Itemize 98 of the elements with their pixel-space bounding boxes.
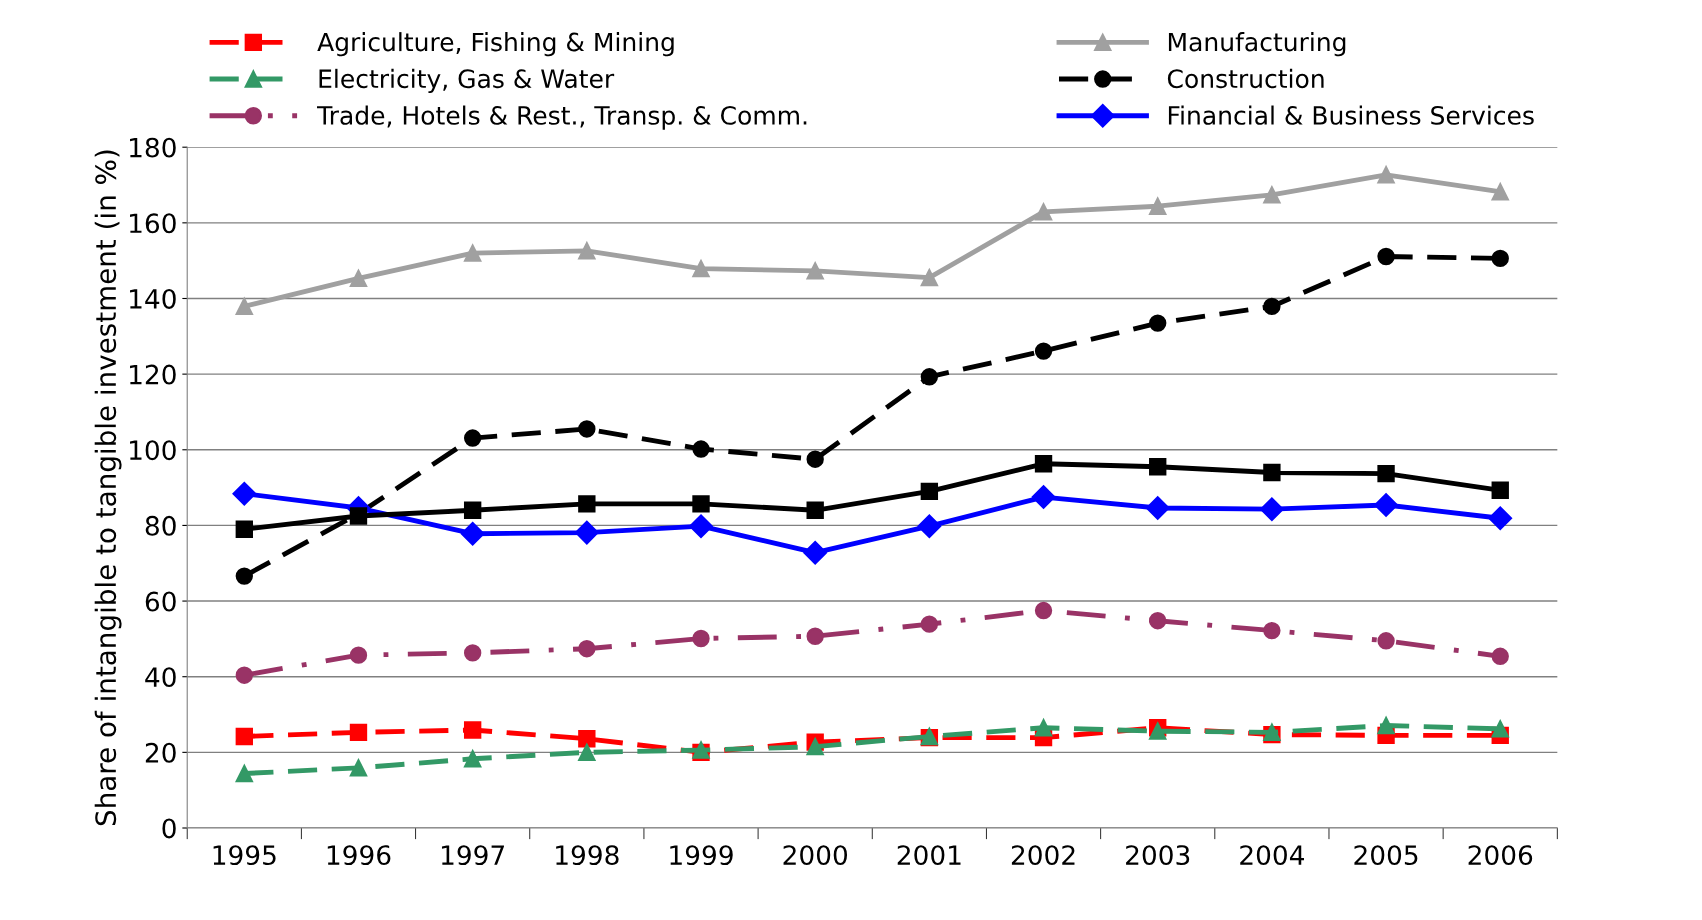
point: [578, 420, 596, 438]
point: [235, 666, 253, 684]
point: [232, 481, 257, 506]
legend-label: Financial & Business Services: [1168, 105, 1534, 125]
point: [460, 521, 485, 546]
y-tick-label: 140: [130, 288, 176, 309]
point: [1263, 186, 1281, 204]
point: [920, 368, 939, 386]
point: [803, 540, 828, 565]
point: [1377, 166, 1395, 184]
point: [692, 629, 710, 648]
point: [235, 764, 253, 783]
point: [349, 759, 368, 777]
point: [692, 440, 710, 458]
point: [578, 730, 596, 748]
point: [1034, 455, 1053, 473]
y-tick-label: 100: [130, 440, 176, 461]
point: [1031, 485, 1056, 509]
point: [1145, 496, 1170, 520]
x-tick-label: 2006: [1468, 845, 1533, 866]
point: [1034, 601, 1053, 620]
point: [1263, 621, 1281, 640]
point: [574, 520, 599, 545]
point: [463, 644, 482, 662]
x-tick-label: 1999: [670, 845, 733, 866]
point: [689, 514, 713, 539]
point: [463, 244, 482, 262]
legend-label: Trade, Hotels & Rest., Transp. & Comm.: [317, 105, 807, 130]
point: [463, 429, 482, 447]
point: [578, 640, 596, 658]
point: [692, 259, 710, 278]
point: [1034, 719, 1053, 737]
point: [1034, 203, 1053, 221]
x-tick-label: 1997: [441, 845, 504, 866]
point: [235, 297, 253, 316]
point: [806, 627, 824, 645]
x-tick-label: 2000: [783, 845, 848, 866]
point: [806, 501, 824, 519]
point: [1377, 632, 1395, 650]
point: [1491, 481, 1509, 499]
point: [1488, 506, 1513, 531]
point: [1491, 720, 1509, 738]
point: [1034, 342, 1053, 360]
point: [1491, 249, 1509, 268]
point: [1377, 247, 1395, 266]
point: [920, 482, 939, 501]
point: [920, 615, 939, 633]
point: [1263, 297, 1281, 316]
point: [1260, 497, 1284, 521]
point: [349, 723, 368, 741]
point: [349, 646, 368, 664]
point: [917, 514, 942, 539]
legend-label: Agriculture, Fishing & Mining: [317, 32, 674, 57]
x-tick-label: 2003: [1126, 845, 1190, 866]
point: [1149, 197, 1167, 215]
x-tick-label: 1998: [556, 845, 619, 866]
point: [692, 495, 710, 513]
point: [349, 269, 368, 288]
x-tick-label: 1996: [327, 845, 391, 866]
legend-label: Construction: [1167, 68, 1324, 89]
x-tick-label: 1995: [213, 845, 276, 866]
x-tick-label: 2002: [1011, 845, 1075, 866]
point: [1491, 183, 1509, 201]
point: [1374, 493, 1398, 517]
point: [235, 520, 253, 538]
point: [463, 501, 482, 519]
point: [1149, 612, 1167, 630]
x-tick-label: 2001: [897, 845, 961, 866]
y-tick-label: 180: [130, 137, 176, 158]
point: [578, 495, 596, 513]
y-axis-title: Share of intangible to tangible investment (in %): [94, 150, 122, 826]
y-tick-label: 80: [145, 515, 176, 536]
point: [806, 262, 824, 280]
y-tick-label: 0: [162, 818, 176, 839]
point: [235, 727, 253, 746]
x-tick-label: 2004: [1240, 845, 1304, 866]
legend-label: Manufacturing: [1168, 32, 1346, 57]
y-tick-label: 120: [130, 364, 176, 385]
point: [578, 743, 596, 762]
point: [1377, 716, 1395, 735]
point: [463, 721, 482, 739]
y-tick-label: 40: [145, 667, 176, 688]
point: [463, 750, 482, 768]
point: [1491, 647, 1509, 665]
point: [806, 738, 824, 756]
point: [1377, 464, 1395, 483]
y-tick-label: 60: [145, 591, 176, 612]
point: [235, 567, 253, 585]
point: [578, 242, 596, 260]
legend-label: Electricity, Gas & Water: [319, 68, 615, 93]
point: [1149, 458, 1167, 476]
x-tick-label: 2005: [1354, 845, 1418, 866]
point: [920, 269, 939, 287]
y-tick-label: 20: [145, 742, 176, 763]
point: [1263, 463, 1281, 482]
point: [1149, 314, 1167, 332]
y-tick-label: 160: [130, 213, 176, 234]
point: [806, 450, 824, 468]
